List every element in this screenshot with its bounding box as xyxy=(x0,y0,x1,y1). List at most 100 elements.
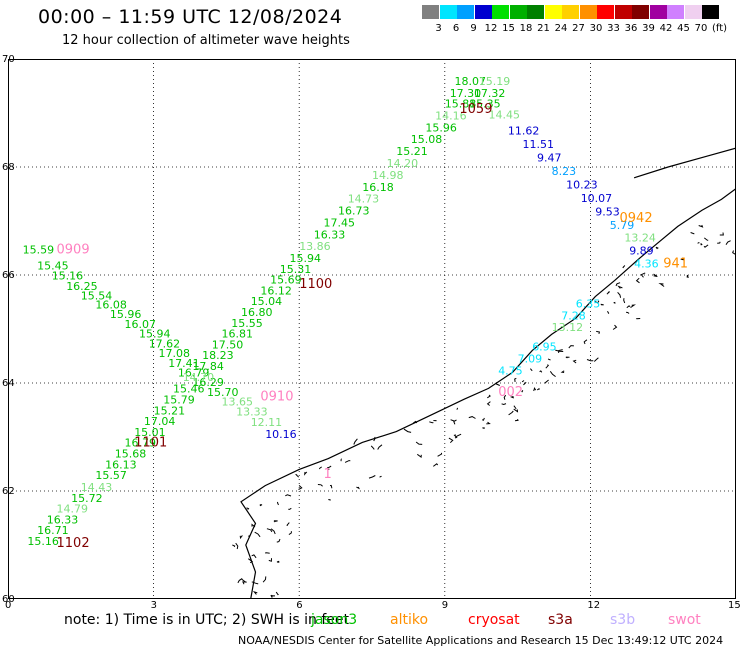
wave-height-value: 15.08 xyxy=(411,133,443,146)
fjord-segment xyxy=(437,452,443,457)
fjord-segment xyxy=(501,403,507,406)
wave-height-value: 17.84 xyxy=(192,360,224,373)
map-title: 00:00 – 11:59 UTC 12/08/2024 xyxy=(38,6,343,28)
fjord-segment xyxy=(285,494,292,497)
scale-unit: (ft) xyxy=(712,23,728,34)
fjord-segment xyxy=(303,471,308,476)
units-note: note: 1) Time is in UTC; 2) SWH is in fe… xyxy=(64,612,350,628)
fjord-segment xyxy=(298,485,303,490)
pass-time-label: 0910 xyxy=(260,389,293,404)
fjord-segment xyxy=(265,552,270,554)
fjord-segment xyxy=(353,438,358,445)
fjord-segment xyxy=(613,301,616,304)
wave-height-value: 15.79 xyxy=(163,394,195,407)
fjord-segment xyxy=(536,387,540,391)
wave-height-value: 13.86 xyxy=(299,240,331,253)
scale-swatch xyxy=(474,5,492,19)
wave-height-value: 15.54 xyxy=(81,289,113,302)
wave-height-value: 9.89 xyxy=(629,245,654,258)
altimeter-map: 15.5915.4515.1616.2515.5416.0815.9616.07… xyxy=(8,59,736,599)
wave-height-value: 16.79 xyxy=(125,437,157,450)
fjord-segment xyxy=(568,345,574,349)
wave-height-value: 15.16 xyxy=(27,535,59,548)
fjord-segment xyxy=(262,576,267,583)
wave-height-value: 4.75 xyxy=(498,364,523,377)
scale-label: 24 xyxy=(554,23,568,34)
coastline xyxy=(232,147,736,599)
wave-height-value: 16.33 xyxy=(314,228,346,241)
lon-tick-label: 15 xyxy=(728,600,740,611)
wave-height-value: 13.12 xyxy=(552,321,584,334)
fjord-segment xyxy=(259,504,263,507)
lat-tick-label: 60 xyxy=(2,594,15,605)
fjord-segment xyxy=(286,522,290,526)
lat-tick-label: 64 xyxy=(2,378,15,389)
wave-height-value: 10.07 xyxy=(581,192,613,205)
fjord-segment xyxy=(273,520,278,523)
wave-height-value: 14.45 xyxy=(489,108,521,121)
fjord-segment xyxy=(468,416,476,419)
scale-swatch xyxy=(597,5,614,19)
fjord-segment xyxy=(623,298,626,304)
fjord-segment xyxy=(703,237,709,241)
fjord-segment xyxy=(248,535,250,538)
scale-swatch xyxy=(492,5,509,19)
wave-height-value: 8.23 xyxy=(552,165,577,178)
wave-height-value: 15.70 xyxy=(207,386,239,399)
fjord-segment xyxy=(252,590,258,595)
fjord-segment xyxy=(732,250,736,256)
fjord-segment xyxy=(545,364,550,369)
fjord-segment xyxy=(530,368,533,372)
fjord-segment xyxy=(242,581,247,585)
fjord-segment xyxy=(521,380,525,383)
fjord-segment xyxy=(270,594,274,597)
fjord-segment xyxy=(288,507,292,510)
wave-height-value: 16.13 xyxy=(105,458,137,471)
fjord-segment xyxy=(594,300,600,304)
lon-tick-label: 9 xyxy=(441,600,449,611)
fjord-segment xyxy=(508,410,514,416)
fjord-segment xyxy=(275,591,279,596)
scale-swatch xyxy=(422,5,439,19)
fjord-segment xyxy=(533,386,537,392)
wave-height-value: 15.94 xyxy=(139,328,171,341)
wave-height-value: 14.70 xyxy=(183,371,215,384)
wave-height-value: 17.45 xyxy=(324,216,356,229)
fjord-segment xyxy=(626,305,631,309)
fjord-segment xyxy=(328,499,331,501)
wave-height-value: 14.73 xyxy=(348,193,380,206)
fjord-segment xyxy=(523,381,527,386)
footer-credit: NOAA/NESDIS Center for Satellite Applica… xyxy=(238,634,724,647)
wave-height-value: 10.16 xyxy=(265,428,297,441)
wave-height-value: 7.09 xyxy=(518,353,543,366)
wave-height-value: 16.07 xyxy=(125,318,157,331)
fjord-segment xyxy=(232,544,236,548)
fjord-segment xyxy=(429,421,434,424)
fjord-segment xyxy=(513,408,519,413)
wave-height-value: 15.57 xyxy=(95,469,127,482)
satellite-legend-altiko: altiko xyxy=(390,612,429,628)
map-subtitle: 12 hour collection of altimeter wave hei… xyxy=(62,33,350,48)
fjord-segment xyxy=(565,356,570,359)
scale-label: 12 xyxy=(484,23,498,34)
fjord-segment xyxy=(276,538,281,543)
fjord-segment xyxy=(370,445,375,450)
scale-label: 15 xyxy=(502,23,515,34)
wave-height-value: 15.68 xyxy=(115,448,147,461)
wave-height-value: 15.59 xyxy=(23,243,54,256)
fjord-segment xyxy=(377,444,383,450)
wave-height-value: 16.33 xyxy=(47,513,79,526)
satellite-legend-s3a: s3a xyxy=(548,612,573,628)
fjord-segment xyxy=(248,558,254,564)
fjord-segment xyxy=(719,232,724,236)
wave-height-value: 9.47 xyxy=(537,152,562,165)
fjord-segment xyxy=(509,396,514,399)
wave-height-value: 15.21 xyxy=(396,145,428,158)
fjord-segment xyxy=(612,324,618,330)
fjord-segment xyxy=(276,501,279,506)
wave-height-value: 14.79 xyxy=(57,503,89,516)
wave-height-value: 6.95 xyxy=(532,341,557,354)
wave-height-value: 15.04 xyxy=(251,295,283,308)
wave-height-value: 14.98 xyxy=(372,169,404,182)
fjord-segment xyxy=(246,507,250,510)
